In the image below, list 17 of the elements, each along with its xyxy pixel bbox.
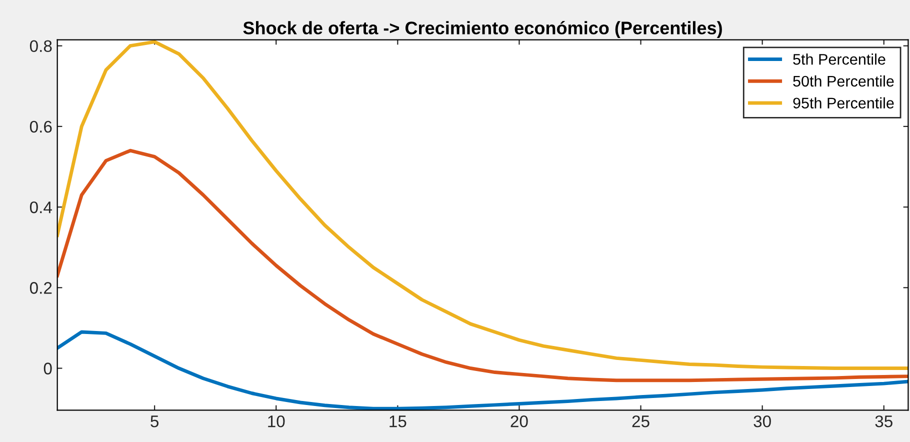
legend-label: 5th Percentile [793,54,886,65]
legend-label: 50th Percentile [793,75,894,87]
y-tick-label: 0.8 [30,40,52,52]
y-tick-label: 0.6 [30,120,52,133]
x-tick-label: 30 [754,415,771,428]
y-tick-label: 0.2 [30,282,52,294]
x-tick-label: 20 [510,415,528,428]
x-tick-label: 35 [875,415,892,428]
y-tick-label: 0.4 [30,201,52,214]
y-tick-label: 0 [44,362,52,374]
x-tick-label: 5 [150,416,159,428]
x-tick-label: 10 [268,415,285,428]
line-series [57,148,908,382]
x-tick-label: 25 [632,415,650,428]
x-tick-label: 15 [390,416,406,428]
legend-label: 95th Percentile [793,97,894,109]
chart-title: Shock de oferta -> Crecimiento económico (Percentiles) [243,20,722,38]
